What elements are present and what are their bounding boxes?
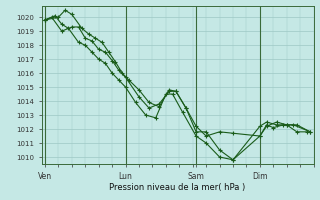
X-axis label: Pression niveau de la mer( hPa ): Pression niveau de la mer( hPa ) [109,183,246,192]
